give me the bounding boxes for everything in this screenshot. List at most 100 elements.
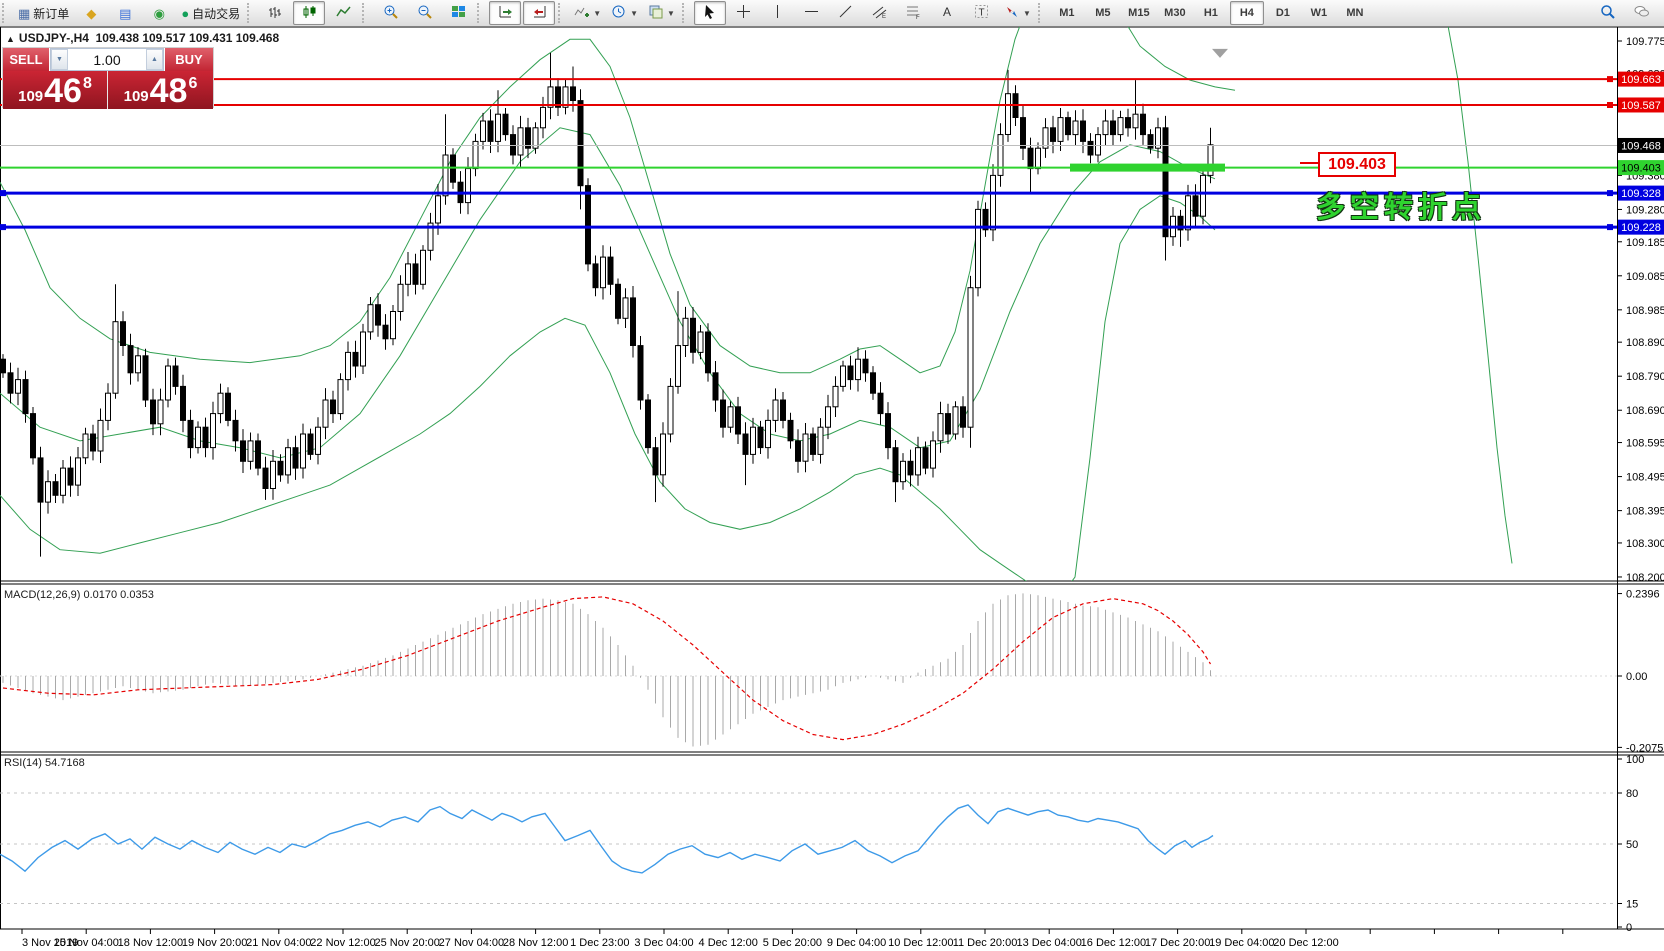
sell-button[interactable]: SELL <box>3 48 50 71</box>
volume-control: ▼ 1.00 ▲ <box>50 48 164 71</box>
tf-m15-button[interactable]: M15 <box>1128 7 1150 19</box>
text-label-button[interactable]: T <box>966 1 998 25</box>
line-chart-button[interactable] <box>327 1 359 25</box>
volume-input[interactable]: 1.00 <box>93 51 121 68</box>
svg-text:10 Dec 12:00: 10 Dec 12:00 <box>888 937 953 949</box>
tile-windows-button[interactable] <box>442 1 474 25</box>
svg-text:108.595: 108.595 <box>1626 438 1664 450</box>
arrows-dropdown-arrow[interactable]: ▼ <box>1022 8 1031 18</box>
buy-pips: 48 <box>149 72 188 111</box>
tf-m1-button[interactable]: M1 <box>1059 7 1075 19</box>
main-price-panel[interactable] <box>0 26 1513 597</box>
periods-icon <box>611 4 626 22</box>
new-order-button[interactable]: ▦ 新订单 <box>14 1 73 25</box>
svg-text:9 Dec 04:00: 9 Dec 04:00 <box>827 937 886 949</box>
buy-price[interactable]: 109 48 6 <box>108 71 213 109</box>
tf-mn-button[interactable]: MN <box>1346 7 1364 19</box>
tf-h1-button[interactable]: H1 <box>1203 7 1218 19</box>
auto-trading-button[interactable]: ● 自动交易 <box>177 1 244 25</box>
svg-text:0.2396: 0.2396 <box>1626 589 1660 601</box>
vertical-line-button[interactable] <box>762 1 794 25</box>
trendline-button[interactable] <box>830 1 862 25</box>
svg-text:1 Dec 23:00: 1 Dec 23:00 <box>570 937 629 949</box>
svg-text:25 Nov 20:00: 25 Nov 20:00 <box>374 937 439 949</box>
search-button[interactable] <box>1591 1 1623 25</box>
chart-snapshot-icon: ◆ <box>86 5 97 21</box>
data-window-button[interactable]: ▤ <box>109 1 141 25</box>
price-axis[interactable]: 109.775109.680109.580109.480109.380109.2… <box>1617 36 1664 584</box>
svg-text:0: 0 <box>1626 922 1632 934</box>
tile-windows-icon <box>451 4 466 22</box>
macd-signal-line <box>2 596 1212 741</box>
horizontal-line-button[interactable] <box>796 1 828 25</box>
chart-snapshot-button[interactable]: ◆ <box>75 1 107 25</box>
toolbar-grip <box>1037 3 1047 23</box>
price-callout-dash <box>1300 162 1318 164</box>
svg-text:109.468: 109.468 <box>1621 140 1661 152</box>
tf-w1-button[interactable]: W1 <box>1310 7 1328 19</box>
fibonacci-button[interactable]: F <box>898 1 930 25</box>
new-order-label: 新订单 <box>33 6 70 21</box>
periods-button[interactable]: ▼ <box>607 1 642 25</box>
arrows-button[interactable]: ▼ <box>1000 1 1035 25</box>
tf-d1-button[interactable]: D1 <box>1275 7 1290 19</box>
svg-text:21 Nov 04:00: 21 Nov 04:00 <box>246 937 311 949</box>
buy-button[interactable]: BUY <box>164 48 213 71</box>
indicators-dropdown-arrow[interactable]: ▼ <box>593 8 602 18</box>
price-callout-box[interactable]: 109.403 <box>1318 152 1396 177</box>
chart-canvas[interactable]: 109.775109.680109.580109.480109.380109.2… <box>0 26 1664 951</box>
svg-text:80: 80 <box>1626 788 1638 800</box>
one-click-trading-panel: SELL ▼ 1.00 ▲ BUY 109 46 8 109 48 6 <box>2 47 214 109</box>
pivot-annotation-text[interactable]: 多空转折点 <box>1316 192 1487 224</box>
svg-text:109.085: 109.085 <box>1626 271 1664 283</box>
macd-panel[interactable] <box>0 593 1617 747</box>
templates-dropdown-arrow[interactable]: ▼ <box>667 8 675 18</box>
svg-text:109.328: 109.328 <box>1621 188 1661 200</box>
trendline-icon <box>838 4 853 22</box>
candles-layer <box>0 52 1214 557</box>
tf-m5-button[interactable]: M5 <box>1095 7 1111 19</box>
zoom-out-button[interactable] <box>408 1 440 25</box>
rsi-axis[interactable]: 100 80 50 15 0 <box>1617 754 1644 934</box>
toolbar-grip <box>558 3 567 23</box>
cursor-button[interactable] <box>693 1 726 25</box>
toolbar-grip <box>247 3 256 23</box>
sell-point: 8 <box>82 75 92 92</box>
svg-text:A: A <box>943 5 951 19</box>
indicators-icon <box>574 4 590 22</box>
cursor-icon <box>702 4 717 22</box>
svg-text:109.403: 109.403 <box>1621 163 1661 175</box>
signal-sound-button[interactable]: ◉ <box>143 1 175 25</box>
svg-text:109.185: 109.185 <box>1626 237 1664 249</box>
collapse-triangle-icon[interactable]: ▲ <box>6 34 15 44</box>
rsi-panel[interactable] <box>0 792 1617 904</box>
svg-text:27 Nov 04:00: 27 Nov 04:00 <box>439 937 504 949</box>
candlestick-chart-button[interactable] <box>293 1 326 25</box>
bar-chart-button[interactable] <box>259 1 291 25</box>
sell-big-figure: 109 <box>18 88 44 105</box>
templates-button[interactable]: ▼ <box>644 1 679 25</box>
chat-button[interactable] <box>1625 1 1657 25</box>
indicators-button[interactable]: ▼ <box>570 1 605 25</box>
svg-text:5 Dec 20:00: 5 Dec 20:00 <box>763 937 822 949</box>
candlestick-chart-icon <box>302 4 317 22</box>
rsi-line <box>0 804 1214 874</box>
chart-shift-button[interactable] <box>523 1 556 25</box>
sell-price[interactable]: 109 46 8 <box>3 71 108 109</box>
svg-text:100: 100 <box>1626 754 1644 766</box>
auto-trading-icon: ● <box>181 5 190 21</box>
tf-m30-button[interactable]: M30 <box>1164 7 1186 19</box>
equidistant-channel-button[interactable]: E <box>864 1 896 25</box>
crosshair-button[interactable] <box>728 1 760 25</box>
volume-decrease-button[interactable]: ▼ <box>51 49 68 70</box>
support-zone-rectangle[interactable] <box>1070 163 1225 172</box>
auto-scroll-button[interactable] <box>489 1 522 25</box>
zoom-in-button[interactable] <box>374 1 406 25</box>
object-marker-triangle[interactable] <box>1212 48 1228 58</box>
periods-dropdown-arrow[interactable]: ▼ <box>630 8 639 18</box>
tf-h4-button[interactable]: H4 <box>1229 1 1264 25</box>
macd-axis[interactable]: 0.2396 0.00 -0.2075 <box>1617 589 1663 755</box>
text-button[interactable]: A <box>932 1 964 25</box>
volume-increase-button[interactable]: ▲ <box>146 49 163 70</box>
